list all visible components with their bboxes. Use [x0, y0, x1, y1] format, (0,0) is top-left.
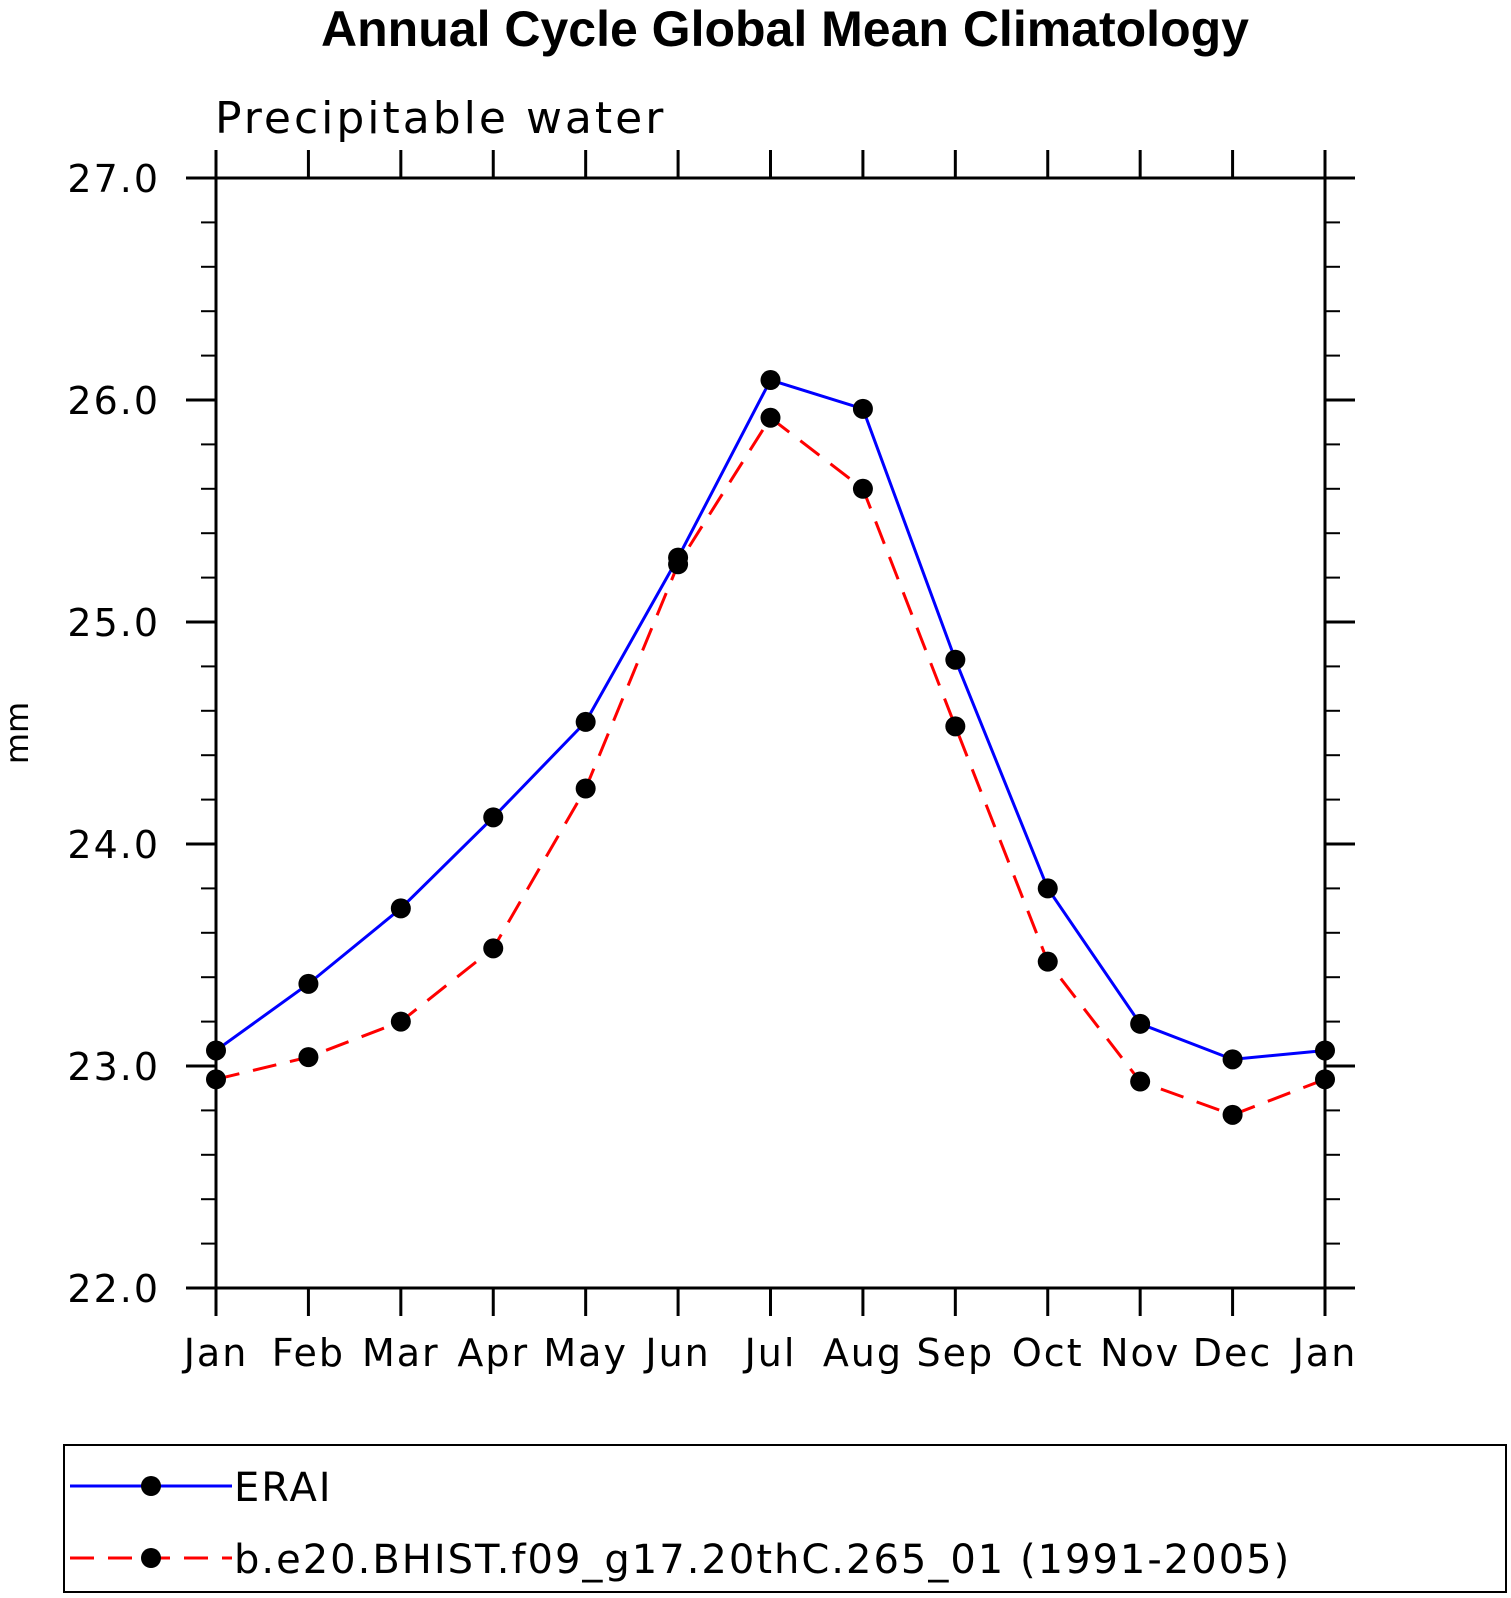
y-tick-label: 27.0	[67, 157, 160, 201]
legend: ERAI b.e20.BHIST.f09_g17.20thC.265_01 (19…	[63, 1444, 1507, 1593]
y-axis-label: mm	[0, 702, 36, 764]
chart-subtitle: Precipitable water	[215, 93, 666, 144]
series-0-point	[206, 1040, 226, 1061]
series-0-point	[1315, 1040, 1335, 1061]
x-tick-label: Jan	[182, 1331, 249, 1375]
series-1-point	[668, 554, 689, 575]
series-0-point	[1222, 1049, 1243, 1070]
series-1-point	[852, 478, 873, 499]
y-tick-label: 24.0	[67, 823, 160, 867]
x-tick-label: Oct	[1012, 1331, 1084, 1375]
x-tick-label: Mar	[362, 1331, 440, 1375]
series-0-point	[483, 807, 504, 828]
plot-area: 22.0 23.0 24.0 25.0 26.0 27.0 Jan Feb Mar Apr May J…	[67, 150, 1358, 1375]
series-line-1	[215, 415, 1326, 1117]
series-1-point	[760, 407, 781, 428]
series-0-point	[760, 370, 781, 391]
series-1-point	[390, 1011, 411, 1032]
x-tick-label: Jun	[643, 1331, 710, 1375]
series-0-point	[945, 649, 966, 670]
x-tick-label: Dec	[1193, 1331, 1273, 1375]
series-1-point	[298, 1047, 319, 1068]
x-tick-label: Jan	[1291, 1331, 1358, 1375]
plot-frame	[214, 176, 1327, 1290]
series-1-point	[1130, 1071, 1151, 1092]
legend-marker-0	[141, 1476, 161, 1496]
x-tick-label: Aug	[823, 1331, 903, 1375]
series-1-point	[575, 778, 596, 799]
legend-marker-1	[141, 1548, 161, 1568]
y-tick-label: 22.0	[67, 1267, 160, 1311]
series-0-point	[852, 398, 873, 419]
series-1-point	[483, 938, 504, 959]
y-tick-label: 25.0	[67, 601, 160, 645]
x-tick-label: Feb	[272, 1331, 345, 1375]
y-tick-label: 23.0	[67, 1045, 160, 1089]
series-1-point	[945, 716, 966, 737]
series-0-point	[390, 898, 411, 919]
series-0-point	[298, 973, 319, 994]
series-0-point	[1037, 878, 1058, 899]
y-tick-label: 26.0	[67, 379, 160, 423]
series-1-point	[1037, 951, 1058, 972]
series-0-point	[1130, 1013, 1151, 1034]
series-0-point	[575, 711, 596, 732]
series-1-point	[1315, 1069, 1335, 1090]
series-1-point	[206, 1069, 226, 1090]
chart-title: Annual Cycle Global Mean Climatology	[321, 1, 1249, 57]
x-tick-label: Apr	[457, 1331, 529, 1375]
legend-label-0: ERAI	[234, 1465, 333, 1511]
series-1-point	[1222, 1104, 1243, 1125]
series-line-0	[215, 378, 1326, 1061]
x-tick-label: Nov	[1100, 1331, 1180, 1375]
legend-label-1: b.e20.BHIST.f09_g17.20thC.265_01 (1991-2…	[234, 1537, 1291, 1583]
x-tick-label: May	[543, 1331, 628, 1375]
legend-box	[63, 1444, 1507, 1593]
x-tick-label: Sep	[917, 1331, 995, 1375]
x-tick-label: Jul	[743, 1331, 797, 1375]
